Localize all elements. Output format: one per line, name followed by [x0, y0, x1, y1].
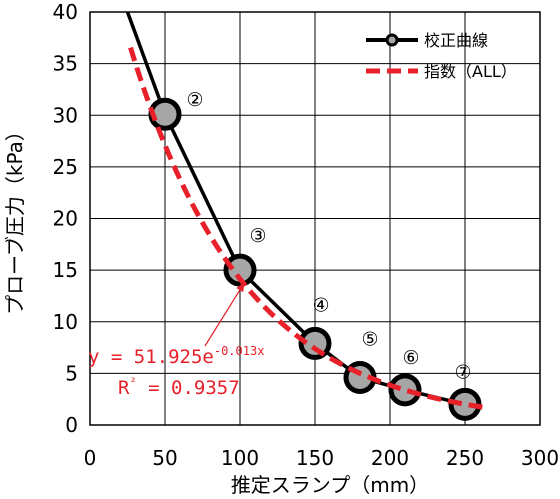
point-label: ③ [249, 225, 266, 247]
point-label: ⑥ [402, 347, 419, 369]
annotation-arrow [204, 282, 246, 347]
r-squared: R² = 0.9357 [118, 375, 240, 399]
point-label: ④ [312, 294, 329, 316]
fit-equation-main: y = 51.925e [88, 346, 214, 368]
legend-label-calibration: 校正曲線 [424, 31, 488, 50]
series-layer [125, 11, 488, 421]
legend-label-fit: 指数（ALL） [424, 62, 517, 81]
y-tick-label: 25 [53, 155, 78, 179]
y-tick-label: 35 [53, 52, 78, 76]
legend: 校正曲線 指数（ALL） [366, 31, 517, 81]
r-squared-sup: ² [129, 375, 136, 389]
x-tick-label: 150 [296, 446, 334, 470]
x-axis-title: 推定スランプ（mm） [231, 473, 429, 497]
y-tick-label: 15 [53, 258, 78, 282]
r-squared-label: R [118, 377, 130, 399]
r-squared-value: = 0.9357 [137, 377, 240, 399]
x-tick-label: 300 [521, 446, 559, 470]
y-tick-label: 20 [53, 207, 78, 231]
fit-equation: y = 51.925e-0.013x [88, 344, 264, 368]
legend-marker-calibration [385, 33, 399, 47]
y-tick-labels: 0 5 10 15 20 25 30 35 40 [53, 0, 78, 437]
x-tick-label: 0 [84, 446, 97, 470]
x-tick-label: 50 [152, 446, 177, 470]
y-tick-label: 0 [65, 413, 78, 437]
y-tick-label: 40 [53, 0, 78, 24]
y-tick-label: 30 [53, 103, 78, 127]
y-tick-label: 10 [53, 310, 78, 334]
point-label: ⑤ [361, 329, 378, 351]
series-marker-calibration [388, 373, 422, 407]
x-tick-label: 100 [221, 446, 259, 470]
series-marker-calibration [223, 253, 257, 287]
point-labels: ② ③ ④ ⑤ ⑥ ⑦ [186, 89, 471, 383]
fit-annotation: y = 51.925e-0.013x R² = 0.9357 [88, 282, 264, 399]
y-tick-label: 5 [65, 361, 78, 385]
point-label: ② [186, 89, 203, 111]
fit-equation-exponent: -0.013x [214, 344, 265, 358]
x-tick-label: 250 [446, 446, 484, 470]
point-label: ⑦ [454, 361, 471, 383]
x-tick-labels: 0 50 100 150 200 250 300 [84, 446, 559, 470]
y-axis-title: プローブ圧力（kPa） [3, 121, 27, 315]
annotation-arrowhead [236, 282, 245, 293]
x-tick-label: 200 [371, 446, 409, 470]
plot-area-frame [89, 11, 541, 426]
series-line-fit [128, 46, 488, 411]
